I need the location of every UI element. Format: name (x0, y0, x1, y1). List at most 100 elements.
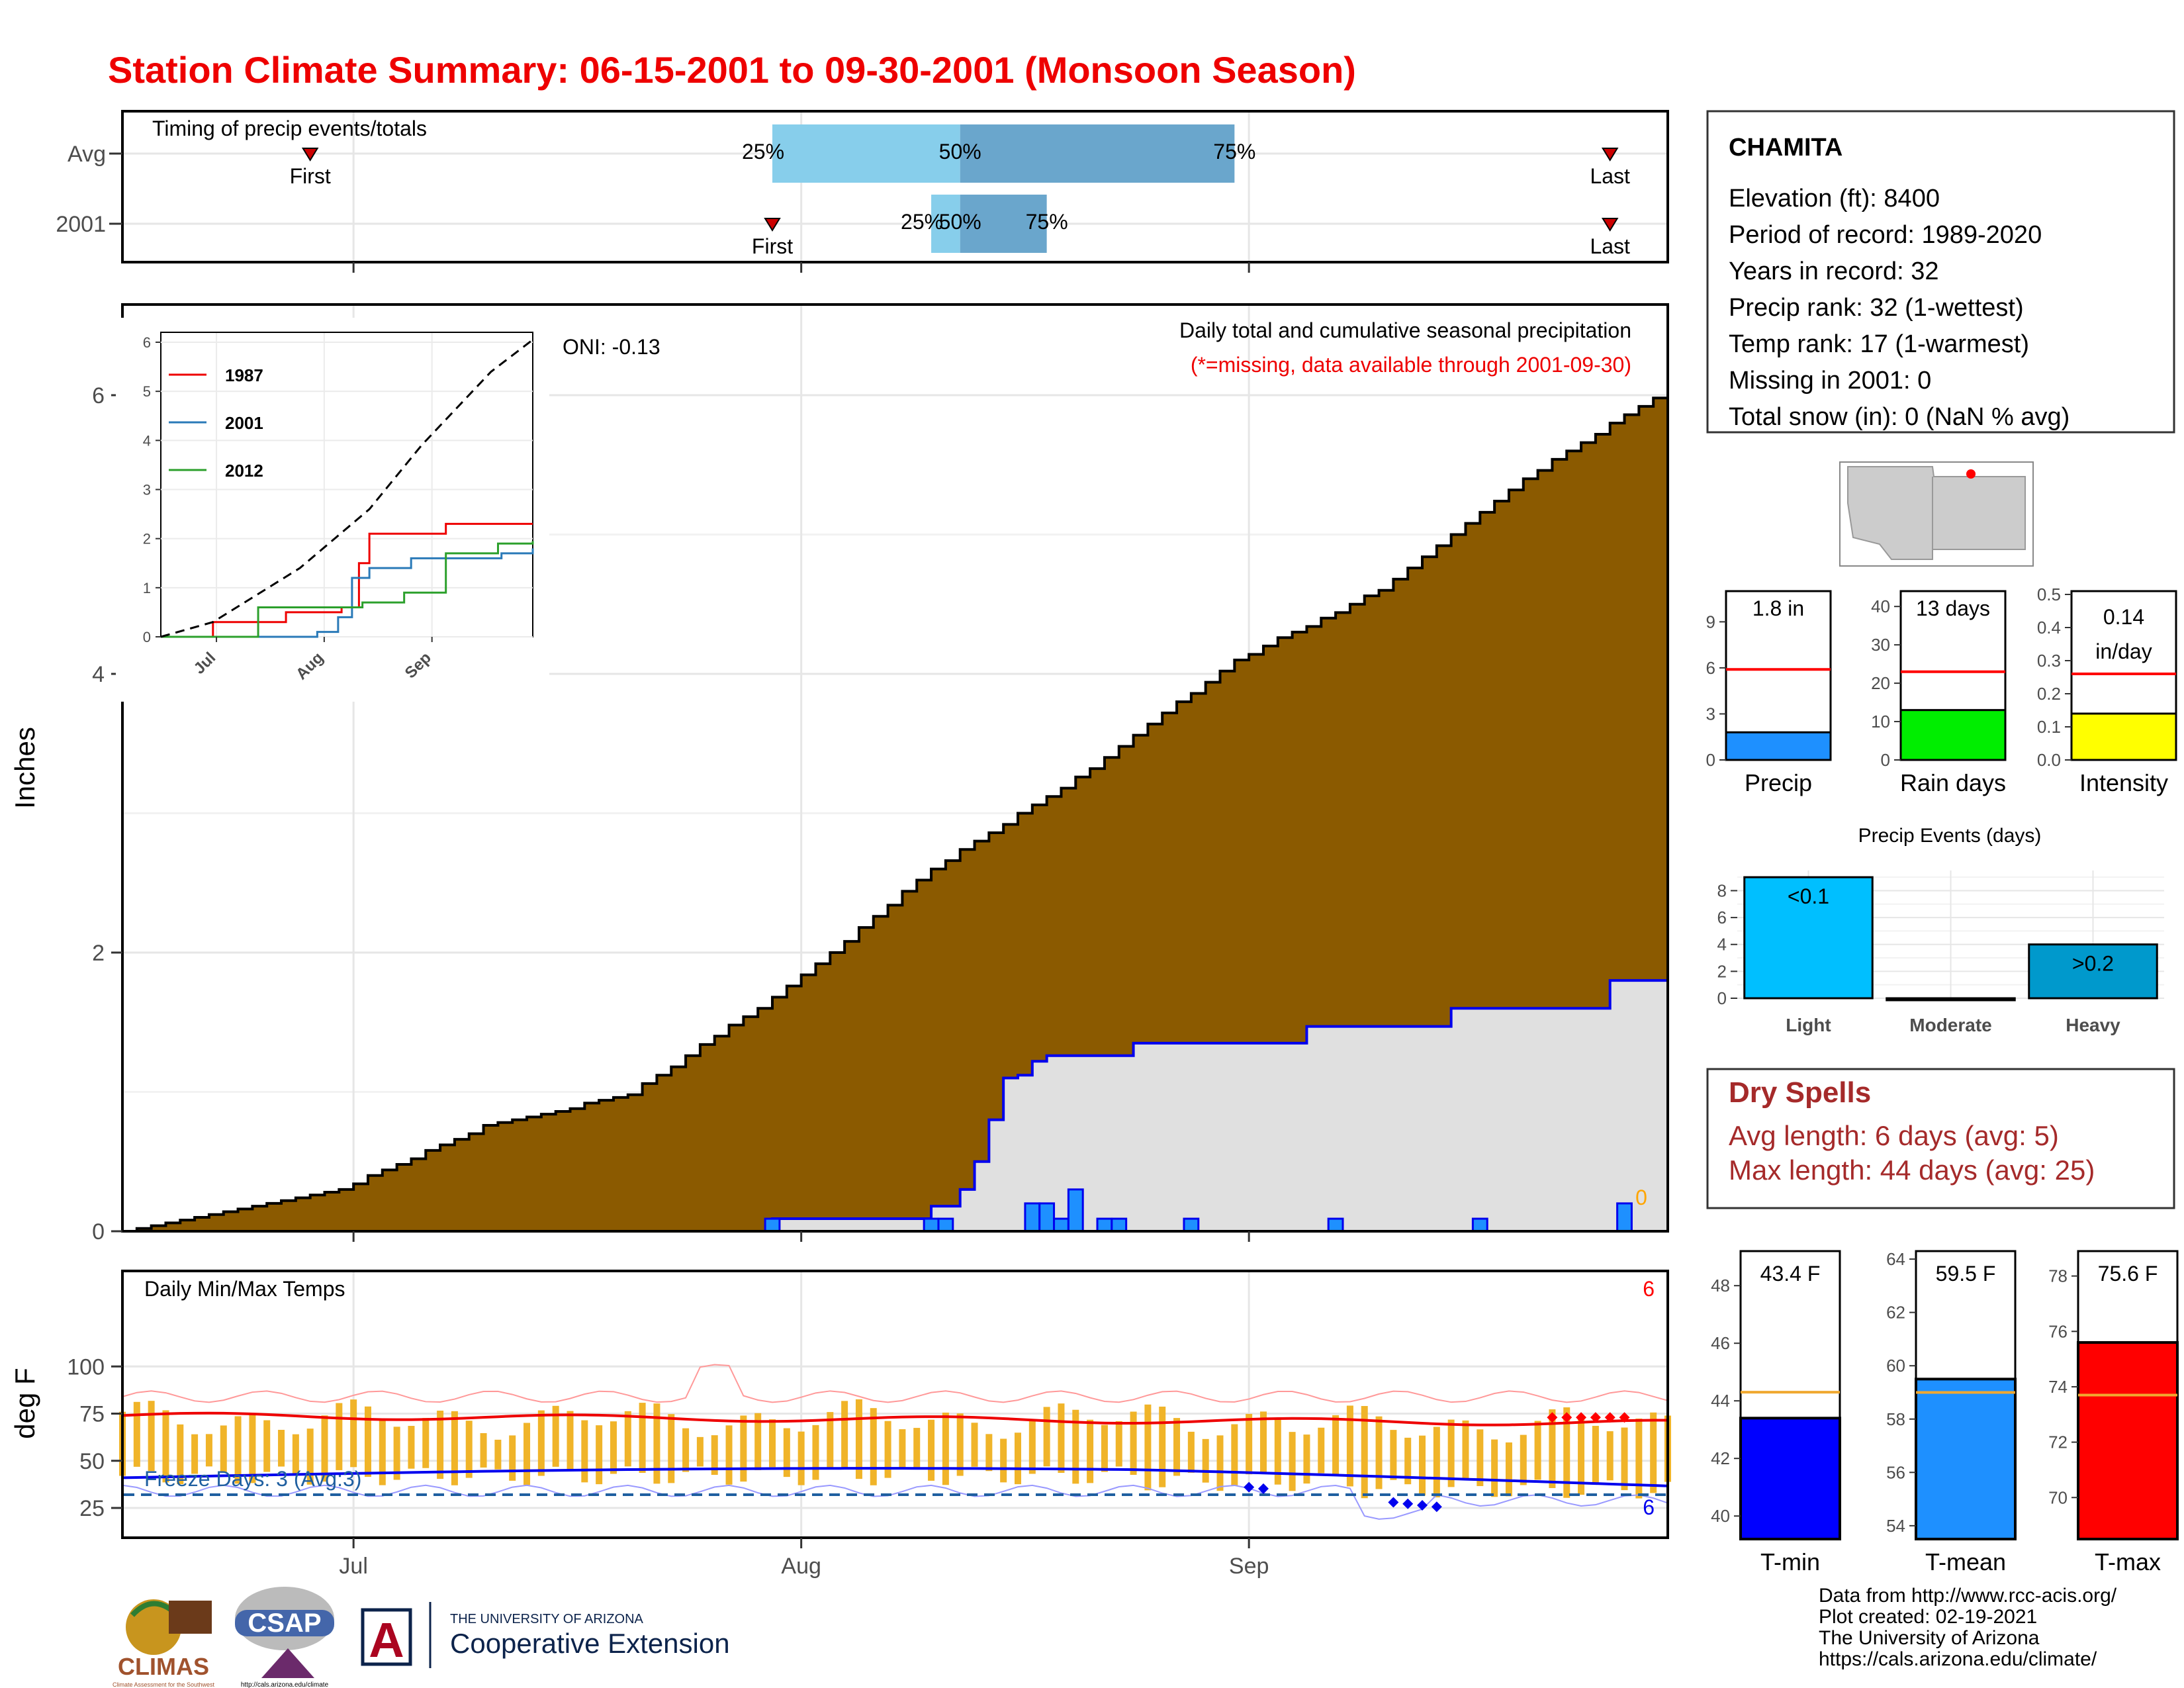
station-location-marker (1966, 469, 1976, 479)
station-detail-line: Precip rank: 32 (1-wettest) (1729, 294, 2024, 322)
temp-daily-bar (234, 1416, 242, 1484)
temp-daily-bar (1187, 1431, 1195, 1473)
temp-daily-bar (1462, 1420, 1469, 1480)
temp-daily-bar (1650, 1412, 1657, 1493)
temp-summary-bar-charts: 43.4 F 40 42 44 46 48 T-min 59.5 F 54 56 58 60 62 64 T… (1711, 1249, 2179, 1575)
temp-daily-bar (1606, 1431, 1614, 1481)
temp-daily-bar (696, 1436, 704, 1467)
temp-daily-bar (191, 1434, 199, 1474)
station-name: CHAMITA (1729, 134, 1843, 162)
cumulative-average-area (122, 387, 1669, 1233)
temp-daily-bar (1404, 1437, 1412, 1485)
temp-daily-bar (1346, 1405, 1353, 1487)
precip-y-tick-label: 0 (92, 1219, 105, 1244)
temp-daily-bar (422, 1418, 430, 1468)
daily-precip-bar (923, 1217, 940, 1233)
summary-axis-label: Intensity (2079, 769, 2168, 796)
temp-daily-bar (1159, 1406, 1166, 1487)
station-details: Elevation (ft): 8400 Period of record: 19… (1729, 185, 2070, 431)
events-category-label: Moderate (1909, 1015, 1991, 1035)
temp-daily-bar (1087, 1419, 1094, 1483)
inset-lines (160, 339, 534, 638)
temp-daily-bar (1534, 1421, 1541, 1480)
daily-precip-bar (1038, 1202, 1056, 1233)
temp-summary-value-label: 43.4 F (1760, 1262, 1821, 1286)
timing-p75-avg: 75% (1213, 140, 1255, 164)
temp-daily-bar (148, 1401, 155, 1472)
summary-bar-charts: 1.8 in 0 3 6 9 Precip 13 days 0 10 20 30 40 Rain day… (1706, 585, 2177, 796)
station-detail-line: Temp rank: 17 (1-warmest) (1729, 330, 2029, 358)
station-detail-line: Years in record: 32 (1729, 258, 1939, 285)
temp-caption: Daily Min/Max Temps (144, 1277, 345, 1301)
temp-y-tick-label: 100 (67, 1354, 105, 1380)
temp-daily-bar (364, 1406, 371, 1477)
inset-line-2001 (161, 548, 534, 638)
missing-count: 0 (1635, 1186, 1647, 1209)
temp-x-axis: Jul Aug Sep (339, 1538, 1269, 1579)
credit-line-3: The University of Arizona (1819, 1627, 2040, 1649)
precip-events-plot: <0.1 Light Moderate >0.2 Heavy 0 2 4 6 8 (1717, 870, 2164, 1035)
avg-tmin-line (122, 1467, 1668, 1487)
temp-daily-bar (855, 1399, 862, 1479)
temp-daily-bar (177, 1424, 184, 1485)
temp-summary-y-tick-label: 62 (1886, 1303, 1905, 1323)
temp-daily-bar (841, 1401, 848, 1468)
dry-spells-title: Dry Spells (1729, 1076, 1871, 1109)
temp-daily-bar (1505, 1442, 1512, 1497)
daily-precip-bar (1616, 1202, 1633, 1233)
temp-daily-bar (581, 1420, 588, 1483)
temp-daily-bar (1173, 1418, 1181, 1476)
temp-y-axis: 25 50 75 100 (67, 1354, 122, 1521)
temp-daily-bar (1491, 1439, 1498, 1497)
temp-daily-bar (913, 1428, 921, 1470)
daily-precip-bar (1327, 1217, 1344, 1233)
summary-y-tick-label: 10 (1871, 712, 1890, 731)
summary-y-tick-label: 0.5 (2037, 585, 2061, 604)
temp-daily-bar (1216, 1435, 1224, 1491)
daily-precip-bar (1183, 1217, 1200, 1233)
summary-y-tick-label: 0.2 (2037, 684, 2061, 704)
temp-daily-bar (812, 1425, 819, 1480)
temp-daily-bar (1028, 1419, 1036, 1474)
temp-daily-bar (725, 1425, 733, 1485)
climas-logo: CLIMAS Climate Assessment for the Southw… (113, 1599, 215, 1688)
temp-y-tick-label: 75 (79, 1402, 105, 1427)
dry-spells-max: Max length: 44 days (avg: 25) (1729, 1154, 2095, 1186)
temp-daily-bar (263, 1420, 271, 1472)
location-map (1839, 461, 2034, 567)
inset-line-2012 (161, 541, 534, 638)
temp-daily-bar (624, 1411, 631, 1467)
record-low-marker (1431, 1501, 1442, 1513)
precip-events-chart: Precip Events (days) <0.1 Light Moderate >0… (1717, 825, 2164, 1035)
timing-marker-last-2001 (1601, 218, 1619, 232)
inset-y-tick-label: 5 (143, 383, 151, 400)
dry-spells-frame (1706, 1068, 2175, 1209)
temp-summary-axis-label: T-mean (1925, 1548, 2006, 1575)
temp-daily-bar (1130, 1411, 1137, 1476)
summary-bar-0 (1725, 731, 1832, 761)
temp-daily-bar (827, 1412, 834, 1469)
temp-summary-y-tick-label: 72 (2048, 1432, 2068, 1452)
credit-line-1: Data from http://www.rcc-acis.org/ (1819, 1585, 2117, 1607)
temp-daily-bar (1447, 1419, 1455, 1487)
record-low-marker (1388, 1497, 1399, 1508)
temp-summary-y-tick-label: 60 (1886, 1356, 1905, 1376)
precip-y-tick-label: 6 (92, 383, 105, 408)
precip-y-tick-label: 4 (92, 662, 105, 687)
events-category-label: Heavy (2066, 1015, 2120, 1035)
avg-tmax-line (122, 1411, 1668, 1427)
inset-y-tick-label: 4 (143, 432, 151, 449)
temp-daily-bar (523, 1423, 531, 1485)
temp-daily-bar (1419, 1435, 1426, 1496)
temp-daily-bar (1563, 1407, 1570, 1498)
temp-summary-y-tick-label: 64 (1886, 1249, 1905, 1269)
temp-summary-y-tick-label: 42 (1711, 1448, 1730, 1468)
temp-daily-bar (1274, 1417, 1281, 1485)
temp-daily-bar (1549, 1409, 1556, 1489)
oni-label: ONI: -0.13 (563, 335, 660, 359)
temp-daily-bar (350, 1399, 357, 1468)
inset-y-tick-label: 1 (143, 580, 151, 596)
summary-y-tick-label: 0.3 (2037, 651, 2061, 671)
